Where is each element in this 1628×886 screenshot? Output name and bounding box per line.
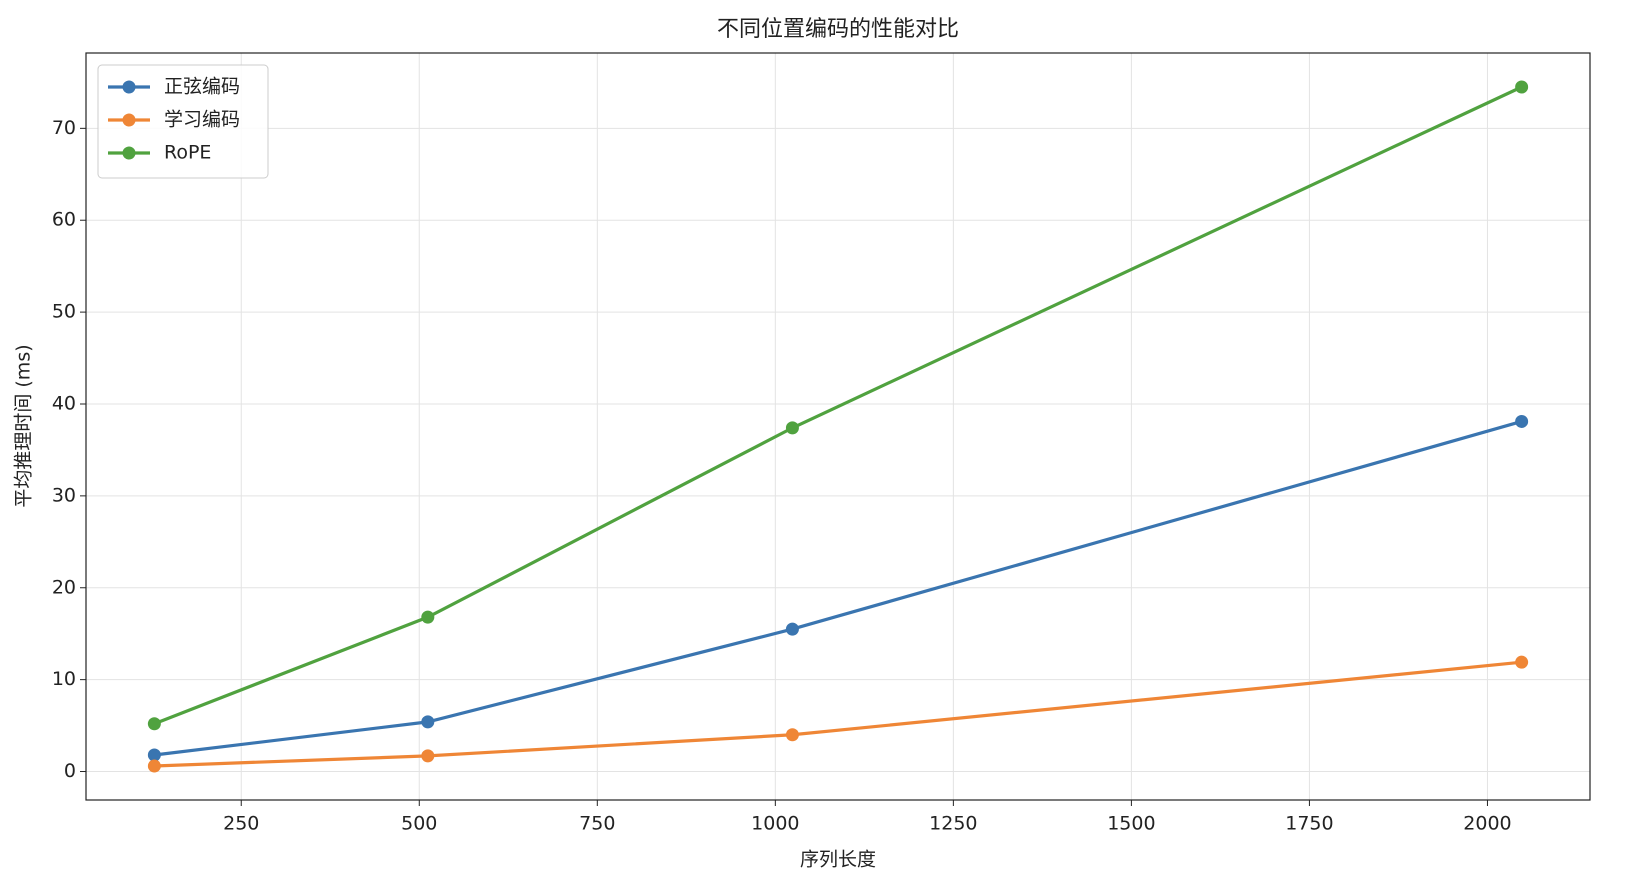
x-tick-label: 1500 bbox=[1107, 813, 1155, 835]
data-point bbox=[147, 748, 161, 762]
y-axis-label: 平均推理时间 (ms) bbox=[13, 344, 35, 507]
legend-box bbox=[97, 64, 269, 179]
plot-frame bbox=[85, 52, 1591, 801]
data-point bbox=[1515, 80, 1529, 94]
data-point bbox=[1515, 655, 1529, 669]
x-tick-label: 1000 bbox=[751, 813, 799, 835]
y-tick-label: 60 bbox=[52, 209, 76, 231]
data-point bbox=[147, 759, 161, 773]
y-tick-label: 20 bbox=[52, 576, 76, 598]
data-point bbox=[421, 715, 435, 729]
series-line bbox=[153, 85, 1523, 726]
series-line bbox=[154, 660, 1522, 768]
y-tick-label: 50 bbox=[52, 301, 76, 323]
x-tick-label: 1250 bbox=[929, 813, 977, 835]
x-tick-label: 750 bbox=[579, 813, 615, 835]
data-point bbox=[147, 717, 161, 731]
y-tick-label: 30 bbox=[52, 484, 76, 506]
legend-marker bbox=[122, 146, 136, 160]
legend-label: RoPE bbox=[164, 142, 211, 164]
x-tick-label: 2000 bbox=[1463, 813, 1511, 835]
data-point bbox=[785, 622, 799, 636]
x-tick-label: 500 bbox=[401, 813, 437, 835]
chart-title: 不同位置编码的性能对比 bbox=[717, 17, 959, 42]
y-tick-label: 0 bbox=[64, 760, 76, 782]
data-point bbox=[1515, 414, 1529, 428]
data-point bbox=[421, 749, 435, 763]
x-tick-label: 250 bbox=[223, 813, 259, 835]
legend-marker bbox=[122, 113, 136, 127]
y-tick-label: 10 bbox=[52, 668, 76, 690]
series-line bbox=[154, 419, 1523, 757]
y-tick-label: 70 bbox=[52, 117, 76, 139]
legend-label: 学习编码 bbox=[164, 109, 240, 131]
data-point bbox=[421, 610, 435, 624]
y-tick-label: 40 bbox=[52, 392, 76, 414]
legend-marker bbox=[122, 80, 136, 94]
x-axis-label: 序列长度 bbox=[800, 849, 876, 871]
data-point bbox=[785, 421, 799, 435]
x-tick-label: 1750 bbox=[1285, 813, 1333, 835]
data-point bbox=[785, 728, 799, 742]
legend-label: 正弦编码 bbox=[164, 76, 240, 98]
